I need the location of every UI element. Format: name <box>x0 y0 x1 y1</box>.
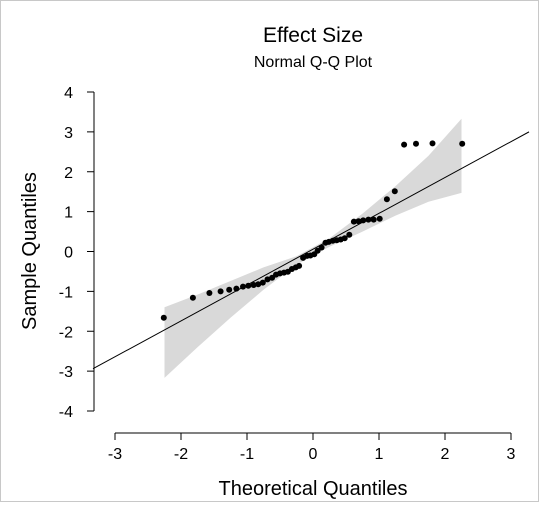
plot-area: -4 -3 -2 -1 0 1 2 3 4 -3 -2 -1 0 1 2 3 <box>59 85 530 463</box>
data-point <box>255 281 262 288</box>
data-point <box>233 285 240 292</box>
data-point <box>296 262 303 269</box>
data-point <box>360 217 367 224</box>
data-point <box>318 244 325 251</box>
y-tick-label: 1 <box>64 205 73 222</box>
x-axis-label: Theoretical Quantiles <box>219 478 408 500</box>
chart-subtitle: Normal Q-Q Plot <box>254 54 373 71</box>
x-tick-label: 0 <box>309 446 318 463</box>
data-point <box>250 282 257 288</box>
data-point <box>217 288 224 295</box>
y-axis-label: Sample Quantiles <box>19 172 41 330</box>
reference-line <box>92 131 530 370</box>
data-point <box>376 215 383 222</box>
data-point <box>259 279 266 286</box>
data-point <box>346 231 353 238</box>
x-tick-label: -3 <box>108 446 122 463</box>
y-tick-label: -4 <box>59 404 73 421</box>
data-point <box>160 314 167 321</box>
data-point <box>370 216 377 223</box>
data-point <box>413 140 419 147</box>
data-point <box>365 216 372 223</box>
x-tick-label: 3 <box>507 446 516 463</box>
data-point <box>206 290 213 296</box>
data-point <box>429 140 436 147</box>
data-point <box>226 286 233 293</box>
data-point <box>350 218 357 225</box>
y-tick-label: -1 <box>59 284 73 301</box>
data-point <box>314 247 321 254</box>
x-tick-label: 2 <box>441 446 450 463</box>
data-point <box>341 235 348 242</box>
data-point <box>355 218 362 225</box>
data-point <box>240 283 246 290</box>
y-tick-label: 2 <box>64 165 73 182</box>
data-point <box>391 188 398 195</box>
y-tick-label: 0 <box>64 245 73 262</box>
data-point <box>383 196 390 203</box>
confidence-band <box>164 118 462 378</box>
data-point <box>264 276 271 283</box>
x-tick-label: 1 <box>375 446 384 463</box>
data-point <box>459 140 466 147</box>
y-tick-label: -3 <box>59 364 73 381</box>
chart-title: Effect Size <box>263 24 363 47</box>
data-point <box>245 282 252 289</box>
x-tick-label: -2 <box>174 446 188 463</box>
y-tick-label: 3 <box>64 125 73 142</box>
y-tick-label: 4 <box>64 85 73 102</box>
x-tick-label: -1 <box>240 446 254 463</box>
data-point <box>401 141 408 148</box>
y-tick-label: -2 <box>59 324 73 341</box>
data-point <box>189 294 196 301</box>
